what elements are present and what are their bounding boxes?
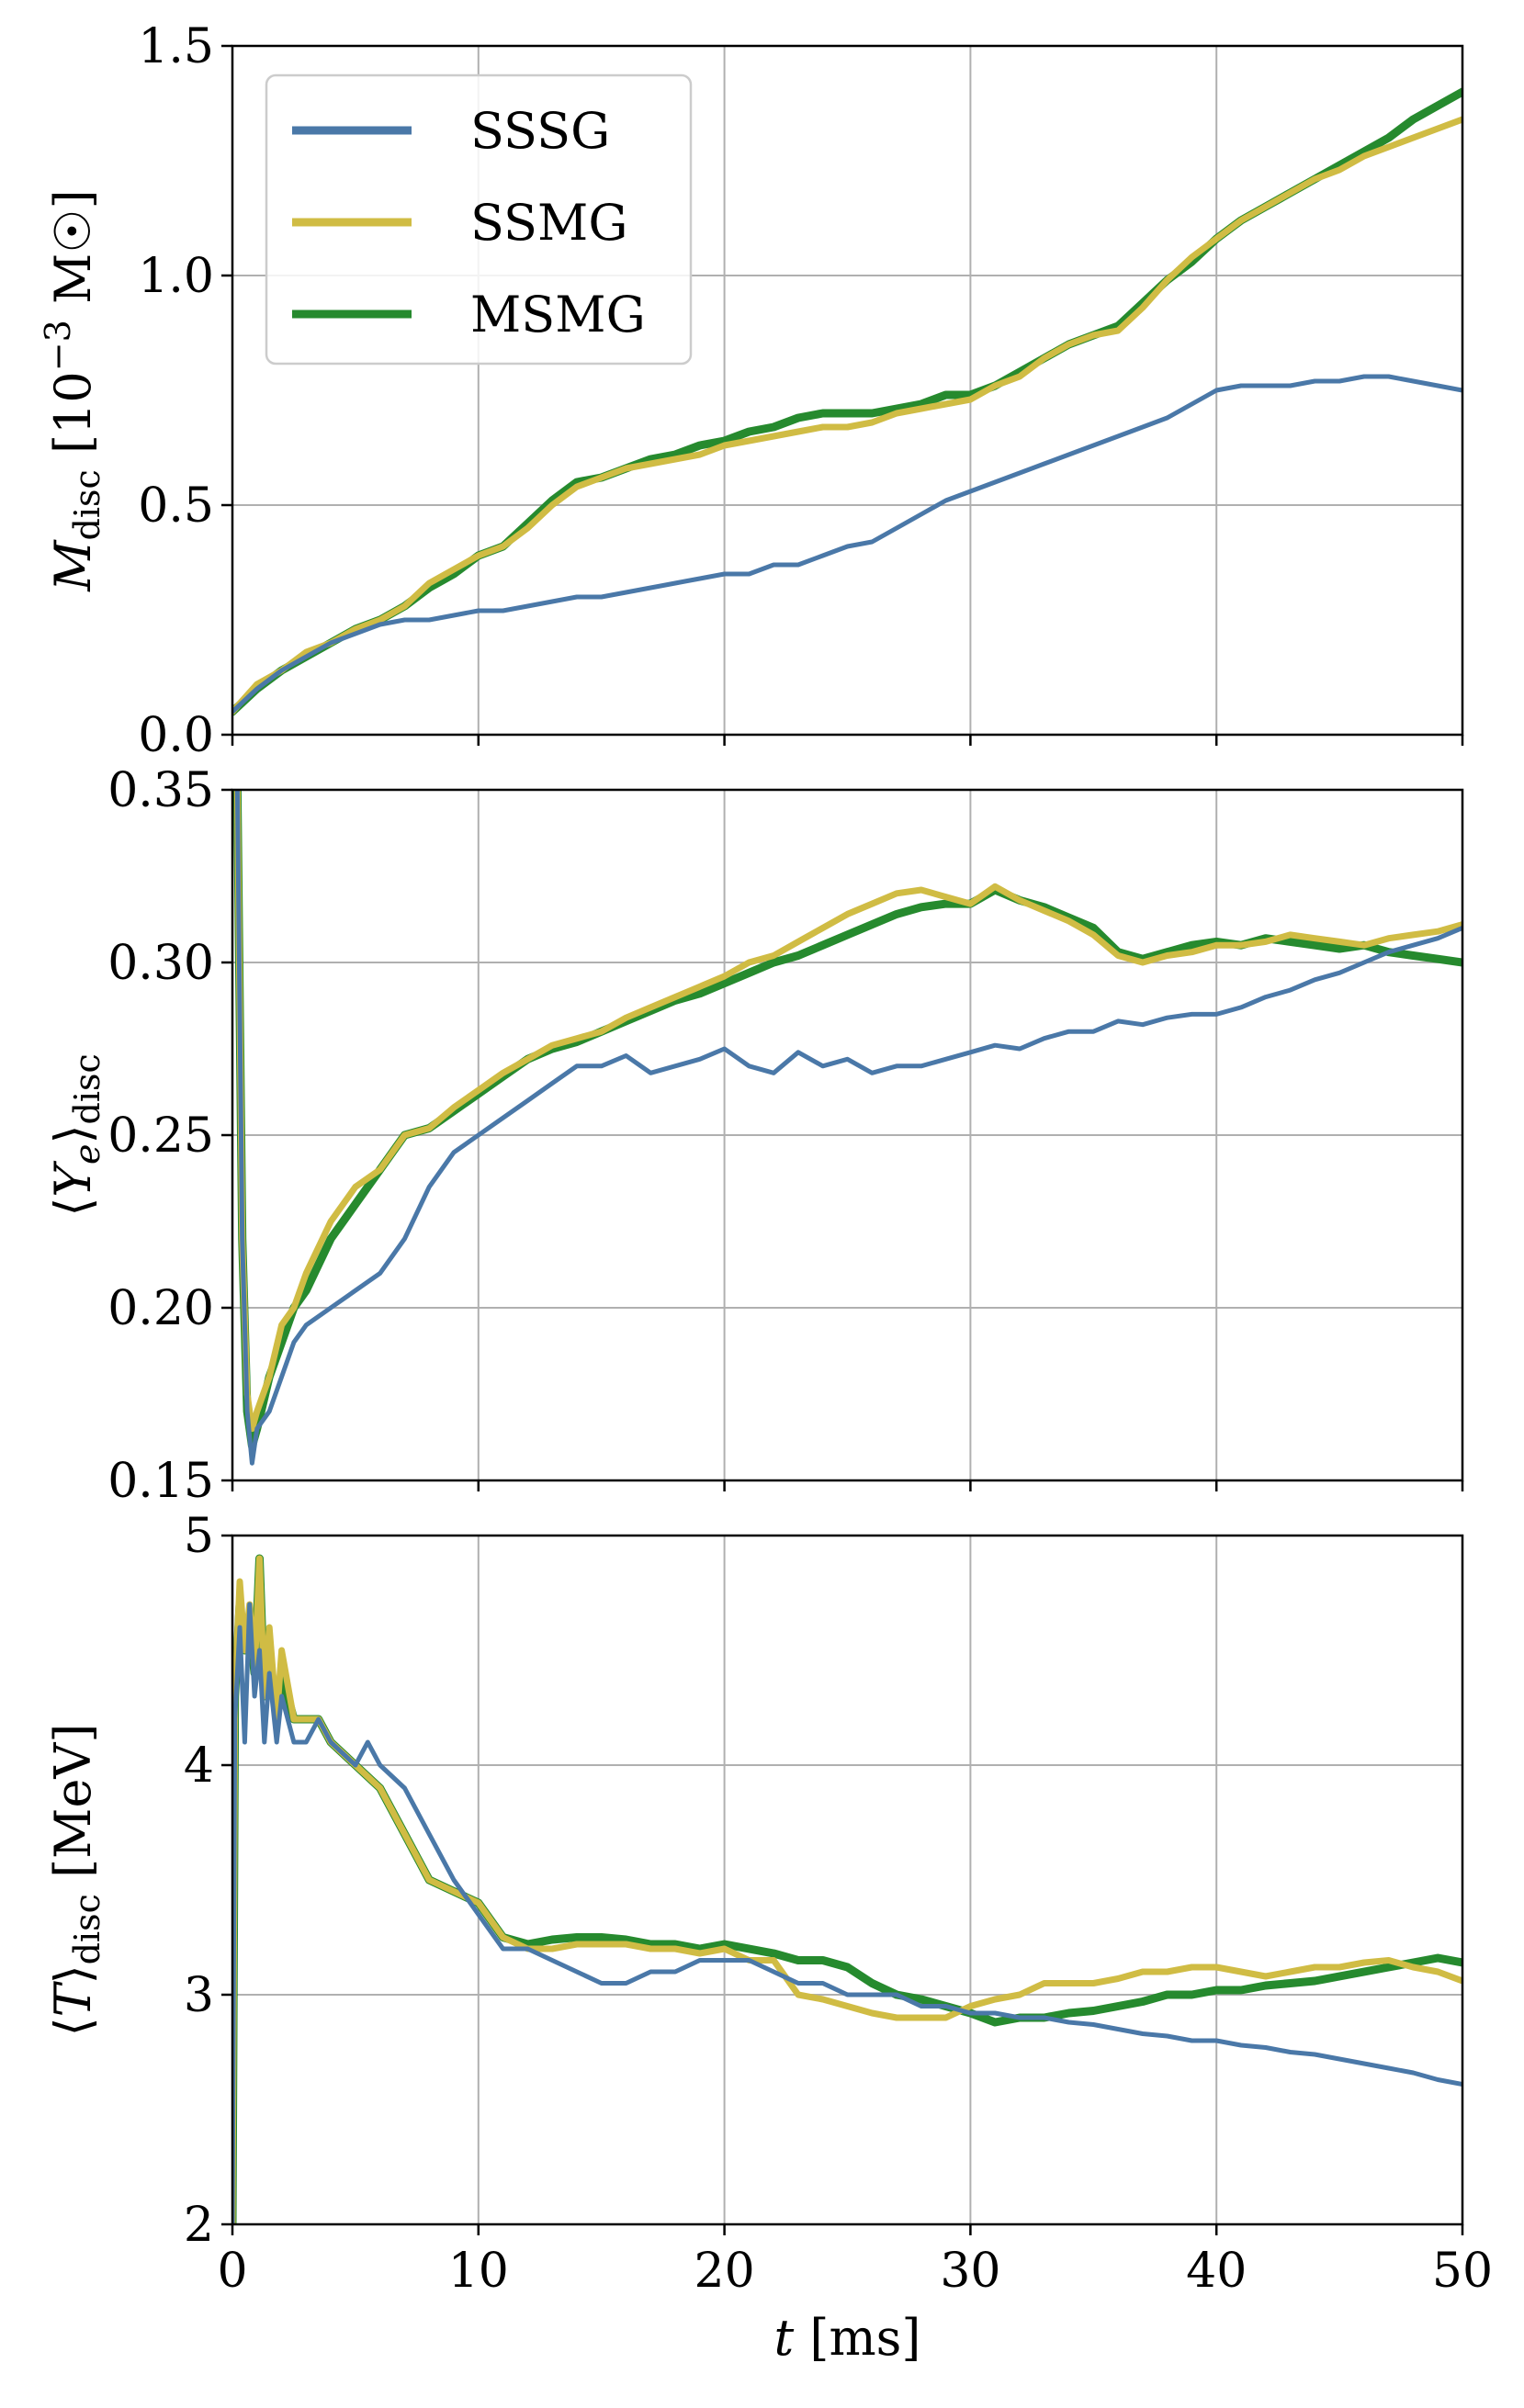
x-axis-label: t [ms]: [774, 2309, 921, 2367]
panel-temperature: 2 3 4 5 ⟨T⟩disc [MeV] 0 10 20 30 40 50 t [ms]: [44, 1509, 1493, 2367]
legend-label-msmg: MSMG: [470, 286, 646, 343]
series-line-sssg: [234, 790, 1462, 1466]
plot-frame: [231, 44, 1464, 737]
series-line-ssmg: [232, 116, 1462, 715]
x-tick-label: 40: [1186, 2244, 1247, 2299]
x-tick-label: 20: [694, 2244, 755, 2299]
series-line-msmg: [232, 1554, 1462, 2224]
plot-frame: [231, 1534, 1464, 2226]
series-line-ssmg: [233, 790, 1462, 1433]
panel-electron-fraction: 0.15 0.20 0.25 0.30 0.35 ⟨Ye⟩disc: [44, 763, 1464, 1509]
legend-box: [265, 73, 693, 366]
y-tick-label: 1.0: [138, 249, 214, 304]
y-tick-label: 5: [184, 1509, 214, 1564]
x-tick-label: 50: [1432, 2244, 1493, 2299]
panel-disc-mass: 0.0 0.5 1.0 1.5 Mdisc [10−3 M☉] SSSG SSMG MSMG: [38, 19, 1464, 763]
y-tick-label: 0.5: [138, 478, 214, 534]
legend-label-sssg: SSSG: [470, 102, 610, 160]
y-tick-label: 1.5: [138, 19, 214, 74]
x-tick-label: 30: [940, 2244, 1000, 2299]
y-tick-label: 0.30: [107, 936, 214, 991]
y-axis-label: ⟨Ye⟩disc: [44, 1053, 107, 1217]
y-tick-label: 4: [184, 1738, 214, 1794]
y-tick-label: 3: [184, 1968, 214, 2023]
plot-frame: [231, 788, 1464, 1482]
series-line-ssmg: [232, 1555, 1462, 2224]
legend: SSSG SSMG MSMG: [265, 73, 693, 366]
series-group: [232, 790, 1462, 1466]
series-group: [232, 1554, 1462, 2224]
y-tick-label: 2: [184, 2198, 214, 2253]
y-axis-label: ⟨T⟩disc [MeV]: [44, 1724, 107, 2037]
y-axis-label: Mdisc [10−3 M☉]: [38, 189, 107, 591]
y-tick-label: 0.0: [138, 708, 214, 763]
x-tick-label: 10: [448, 2244, 509, 2299]
series-line-sssg: [232, 374, 1462, 715]
y-tick-label: 0.25: [107, 1108, 214, 1164]
series-line-sssg: [232, 1602, 1462, 2224]
y-tick-label: 0.35: [107, 763, 214, 818]
legend-label-ssmg: SSMG: [470, 194, 627, 252]
x-tick-label: 0: [217, 2244, 247, 2299]
series-group: [232, 87, 1462, 716]
series-line-msmg: [232, 790, 1462, 1450]
y-tick-label: 0.15: [107, 1454, 214, 1509]
y-tick-label: 0.20: [107, 1281, 214, 1336]
